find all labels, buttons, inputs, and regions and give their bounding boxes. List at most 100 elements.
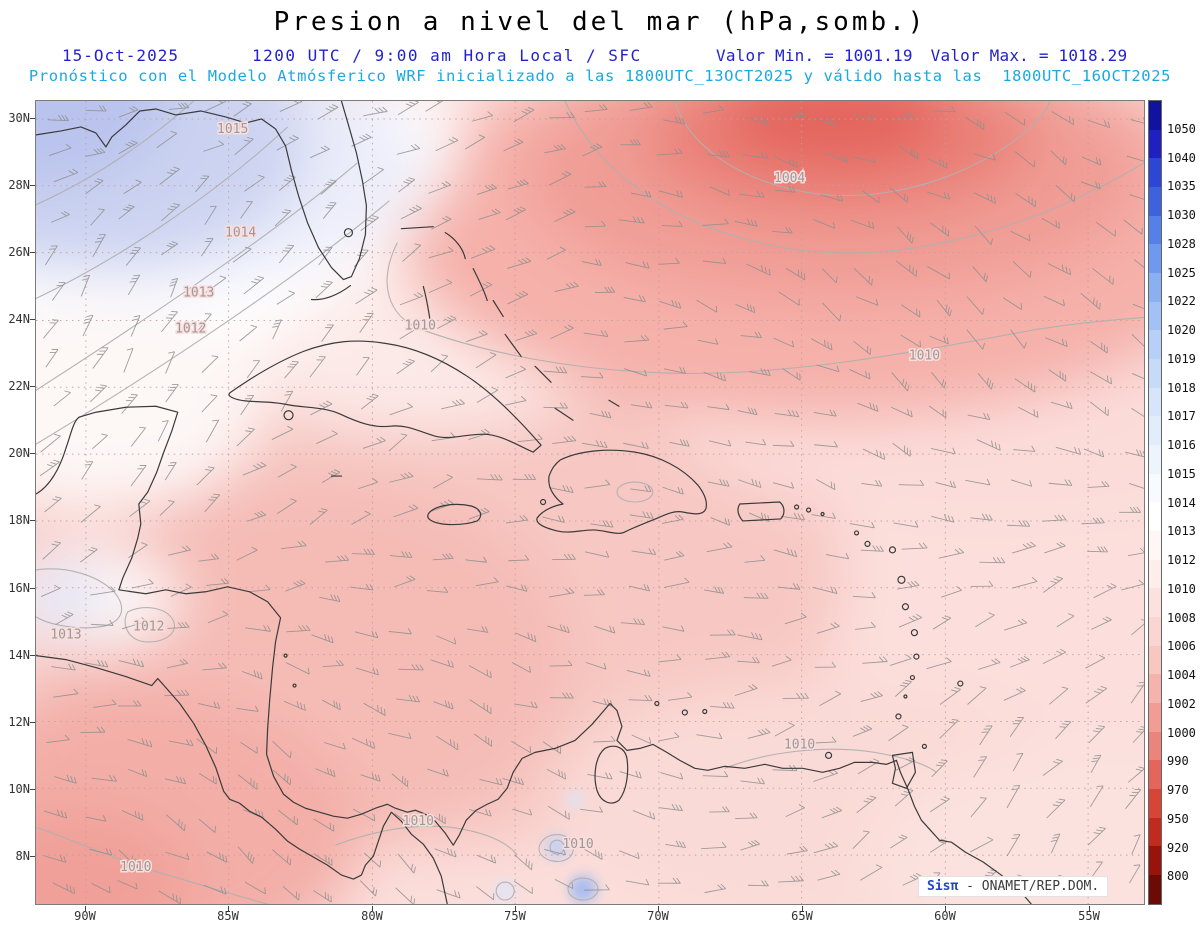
wind-barb	[248, 584, 271, 593]
wind-barb	[236, 705, 259, 712]
colorbar-label: 1022	[1167, 294, 1196, 309]
colorbar-label: 1020	[1167, 323, 1196, 337]
wind-barb	[749, 368, 771, 377]
wind-barb	[852, 830, 870, 849]
wind-barb	[236, 546, 258, 561]
wind-barb	[812, 586, 838, 595]
wind-barb	[1055, 446, 1082, 455]
wind-barb	[44, 496, 62, 513]
colorbar-cell	[1149, 330, 1161, 360]
wind-barb	[244, 174, 265, 192]
wind-barb	[285, 662, 310, 675]
wind-barb	[811, 512, 836, 519]
wind-barb	[861, 479, 883, 487]
colorbar-cell	[1149, 273, 1161, 302]
wind-barb	[663, 577, 690, 588]
wind-barb	[505, 206, 527, 221]
wind-barb	[898, 613, 923, 628]
wind-barb	[892, 112, 914, 119]
wind-barb	[475, 886, 495, 901]
wind-barb	[355, 667, 380, 676]
wind-barb	[322, 699, 341, 711]
colorbar-cell	[1149, 129, 1161, 159]
wind-barb	[669, 438, 690, 447]
wind-barb	[130, 465, 147, 487]
wind-barb	[702, 218, 729, 226]
wind-barb	[784, 612, 807, 625]
wind-barb	[1090, 754, 1102, 774]
wind-barb	[814, 116, 836, 127]
wind-barb	[817, 869, 841, 881]
wind-barb	[895, 679, 912, 697]
colorbar-label: 1025	[1167, 265, 1196, 280]
wind-barb	[165, 814, 186, 832]
wind-barb	[709, 186, 730, 196]
wind-barb	[661, 514, 684, 524]
wind-barb	[47, 114, 70, 122]
wind-barb	[778, 875, 804, 883]
wind-barb	[927, 266, 951, 280]
wind-barb	[543, 366, 568, 374]
wind-barb	[123, 179, 142, 195]
wind-barb	[552, 553, 576, 561]
wind-barb	[160, 241, 179, 256]
wind-barb	[468, 507, 490, 520]
contour-label: 1010	[562, 837, 593, 852]
wind-barb	[979, 725, 993, 746]
wind-barb	[43, 809, 68, 819]
wind-barb	[397, 853, 416, 874]
wind-barb	[321, 469, 341, 484]
wind-barb	[658, 654, 682, 663]
wind-barb	[895, 260, 917, 277]
wind-barb	[584, 104, 608, 113]
wind-barb	[664, 551, 685, 561]
colorbar-cell	[1149, 416, 1161, 446]
colorbar-cell	[1149, 101, 1161, 130]
wind-barb	[164, 462, 177, 481]
lat-tick	[30, 789, 35, 790]
wind-barb	[205, 275, 227, 293]
wind-barb	[93, 699, 117, 708]
wind-barb	[85, 105, 107, 112]
wind-barb	[426, 586, 449, 593]
value-min: Valor Min. = 1001.19	[716, 46, 913, 65]
wind-barb	[740, 331, 762, 339]
wind-barb	[1006, 784, 1021, 809]
wind-barb	[1092, 268, 1114, 285]
value-max: Valor Max. = 1018.29	[930, 46, 1128, 65]
wind-barb	[774, 722, 795, 737]
colorbar-label: 950	[1167, 811, 1189, 826]
colorbar-label: 1028	[1167, 236, 1196, 251]
colorbar-label: 970	[1167, 783, 1189, 797]
wind-barb	[734, 684, 758, 697]
wind-barb	[89, 848, 113, 856]
wind-barb	[623, 368, 648, 377]
wind-barb	[80, 726, 106, 733]
wind-barb	[395, 695, 421, 703]
wind-barb	[351, 737, 376, 749]
wind-barb	[506, 584, 528, 592]
wind-barb	[893, 521, 919, 528]
lat-label: 30N	[8, 111, 30, 125]
wind-barb	[620, 139, 641, 146]
wind-barb	[514, 701, 538, 709]
wind-barb	[707, 478, 730, 487]
wind-barb	[358, 477, 379, 490]
wind-barb	[203, 140, 225, 152]
wind-barb	[128, 542, 148, 559]
wind-barb	[855, 296, 879, 306]
wind-barb	[746, 116, 769, 126]
wind-barb	[40, 584, 61, 597]
wind-barb	[705, 651, 731, 660]
florida-keys	[310, 284, 352, 301]
colorbar-label: 990	[1167, 754, 1189, 769]
wind-barb	[279, 101, 303, 112]
wind-barb	[623, 441, 649, 449]
wind-barb	[313, 890, 332, 903]
wind-barb	[389, 402, 413, 416]
wind-barb	[1081, 156, 1102, 166]
wind-barb	[118, 658, 145, 668]
wind-barb	[170, 583, 192, 597]
wind-barb	[703, 371, 726, 382]
jamaica	[427, 503, 482, 526]
